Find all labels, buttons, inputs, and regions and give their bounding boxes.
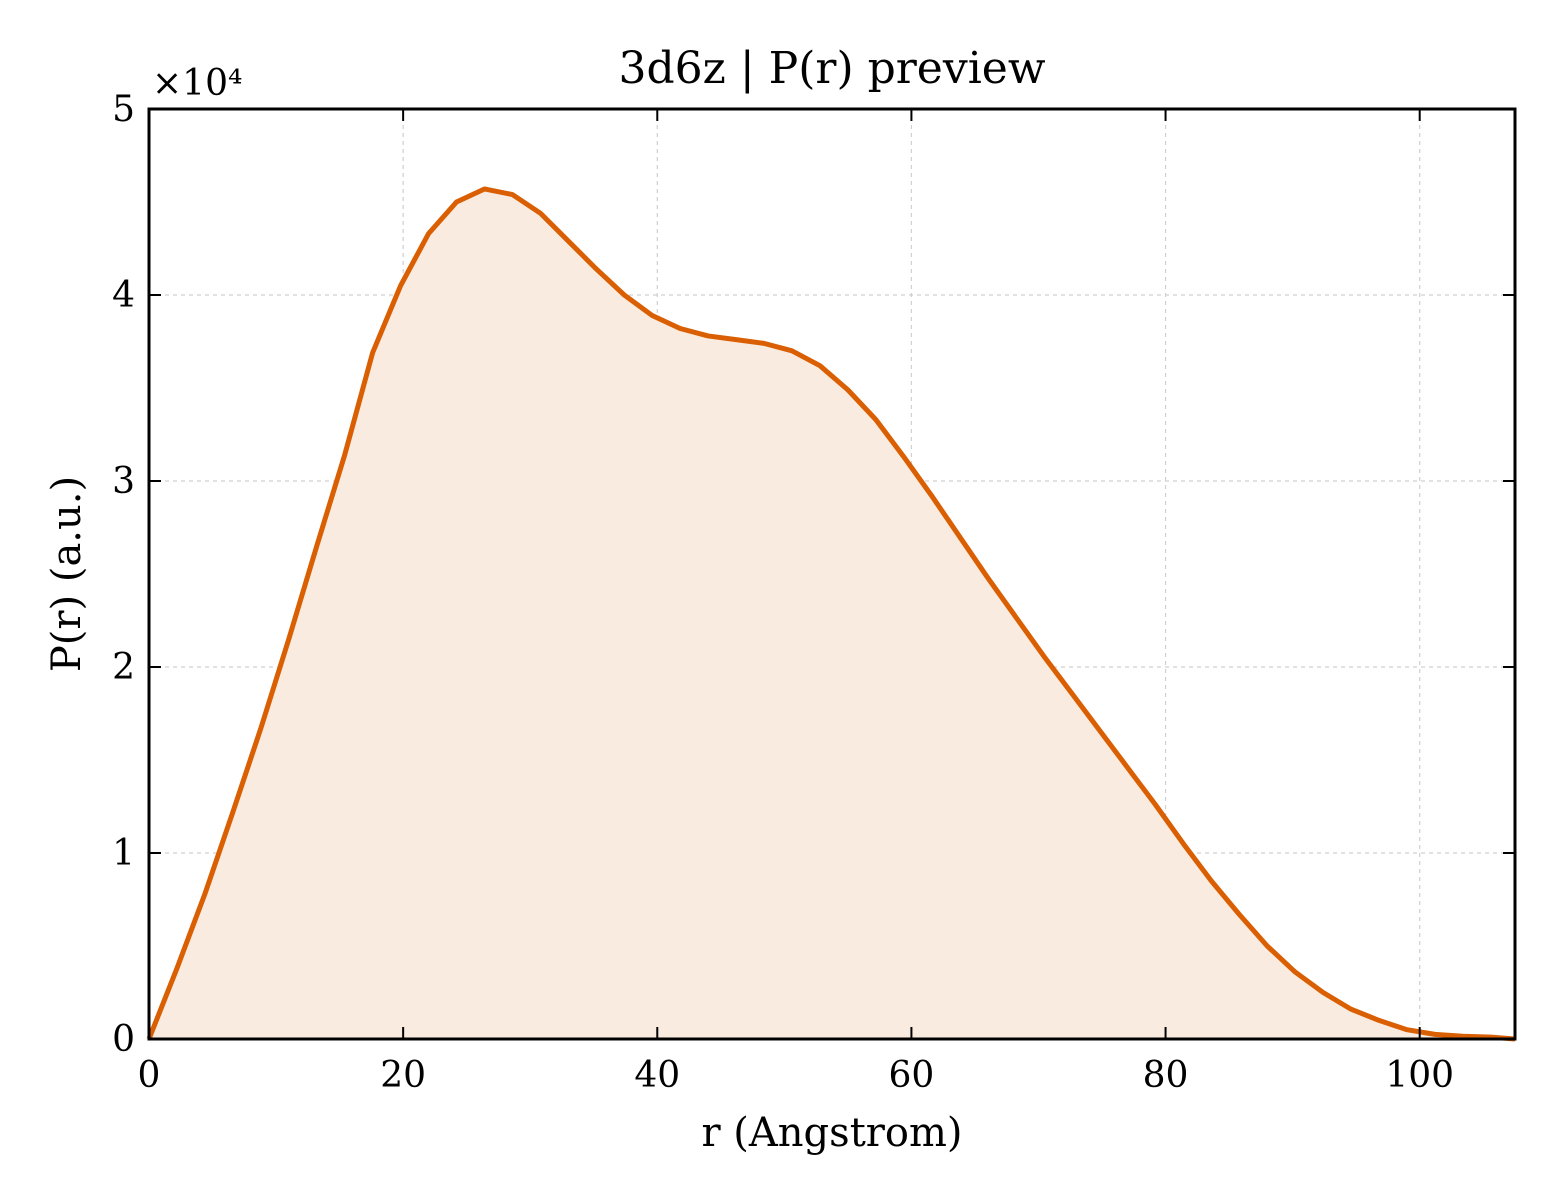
x-tick-label: 60 (889, 1055, 935, 1096)
y-tick-label: 2 (112, 647, 135, 688)
area-fill (149, 188, 1515, 1040)
x-tick-label: 20 (380, 1055, 426, 1096)
plot-frame (147, 107, 1517, 1041)
series-line (146, 186, 1516, 1042)
y-tick-label: 3 (112, 461, 135, 502)
y-axis-multiplier: ×10⁴ (152, 63, 242, 104)
y-tick-label: 4 (112, 275, 135, 316)
chart-title: 3d6z | P(r) preview (619, 43, 1046, 94)
x-axis-label: r (Angstrom) (701, 1110, 962, 1156)
x-tick-label: 0 (138, 1055, 161, 1096)
y-tick-label: 5 (112, 89, 135, 130)
y-axis-label: P(r) (a.u.) (44, 476, 90, 672)
y-tick-label: 1 (112, 833, 135, 874)
x-tick-label: 100 (1385, 1055, 1454, 1096)
plot-area (146, 186, 1516, 1042)
y-axis: 0 1 2 3 4 5 (112, 89, 1515, 1060)
x-axis: 0 20 40 60 80 100 (138, 109, 1454, 1096)
x-tick-label: 80 (1143, 1055, 1189, 1096)
x-tick-label: 40 (634, 1055, 680, 1096)
y-tick-label: 0 (112, 1019, 135, 1060)
